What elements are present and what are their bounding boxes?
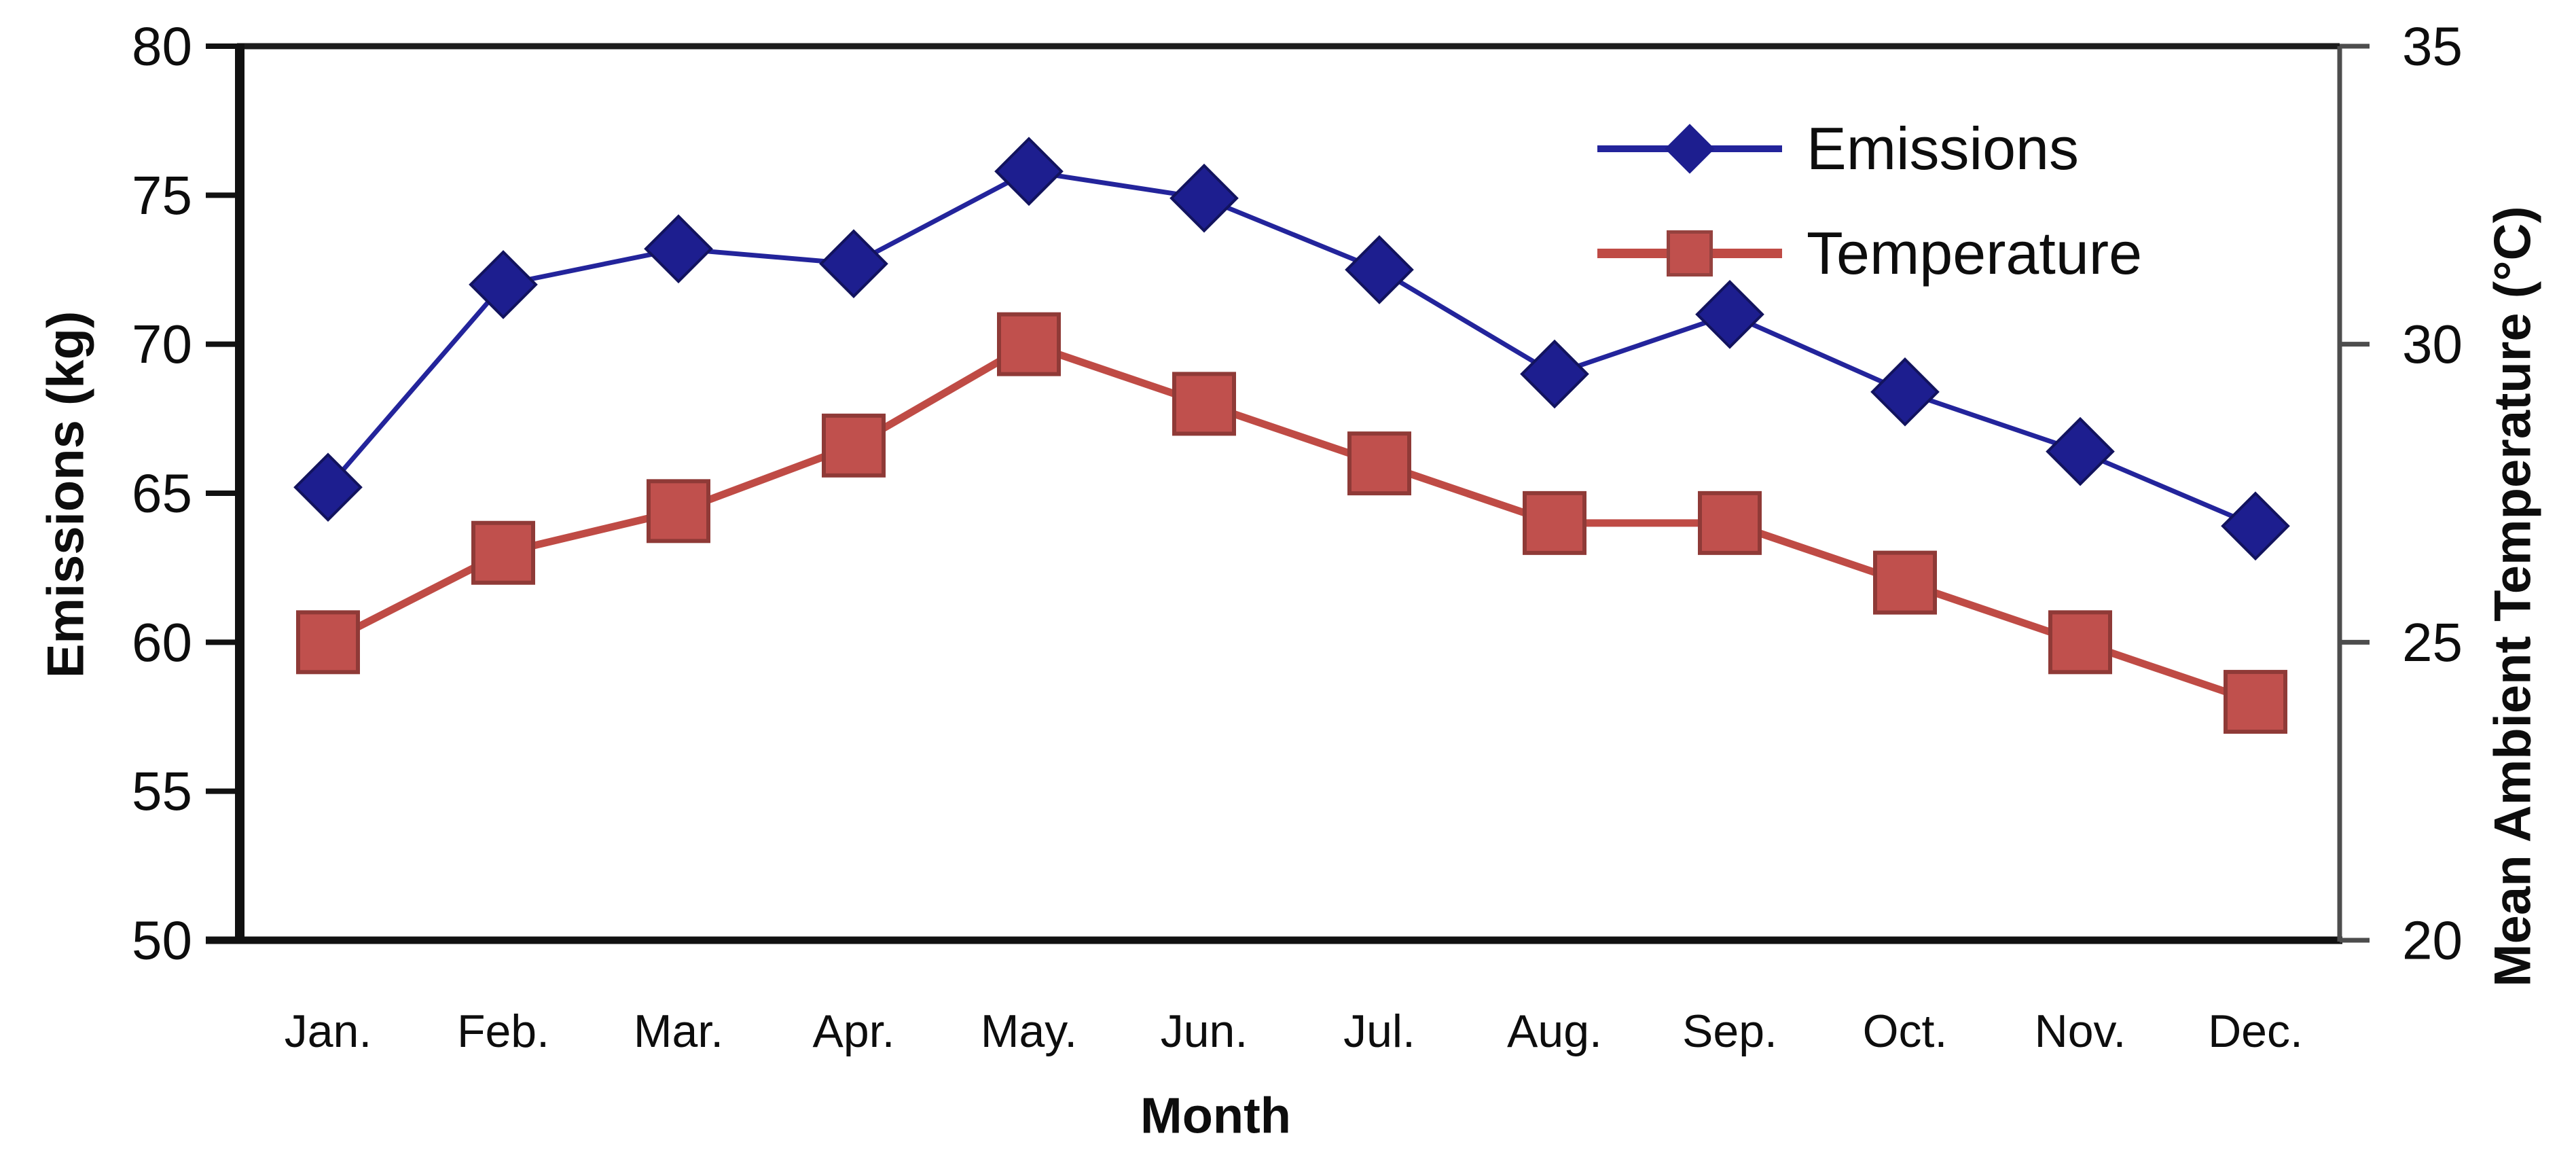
- right-axis-title: Mean Ambient Temperature (°C): [2484, 206, 2542, 987]
- legend-label-emissions: Emissions: [1807, 115, 2079, 182]
- x-axis-category-label: Oct.: [1863, 1005, 1948, 1057]
- x-axis-category-label: May.: [981, 1005, 1077, 1057]
- temperature-data-point: [1347, 431, 1411, 496]
- x-axis-category-label: Feb.: [457, 1005, 549, 1057]
- left-axis-tick-label: 75: [132, 165, 192, 226]
- x-axis-category-label: Nov.: [2035, 1005, 2126, 1057]
- x-axis-category-label: Aug.: [1507, 1005, 1602, 1057]
- legend-item-emissions: Emissions: [1597, 114, 2142, 183]
- temperature-data-point: [2224, 670, 2287, 734]
- temperature-data-point: [1172, 372, 1236, 436]
- temperature-data-point: [1523, 491, 1586, 555]
- temperature-data-point: [296, 610, 360, 675]
- left-axis-tick-label: 55: [132, 761, 192, 821]
- emissions-data-point: [1520, 339, 1589, 409]
- emissions-data-point: [1345, 235, 1414, 304]
- emissions-data-point: [1695, 279, 1764, 349]
- temperature-data-point: [1698, 491, 1762, 555]
- left-axis-tick-label: 80: [132, 16, 192, 77]
- diamond-marker-icon: [1665, 124, 1715, 174]
- x-axis-category-label: Sep.: [1682, 1005, 1777, 1057]
- left-axis-tick-label: 70: [132, 314, 192, 374]
- x-axis-category-label: Mar.: [634, 1005, 723, 1057]
- temperature-data-point: [471, 520, 535, 585]
- temperature-data-point: [822, 413, 886, 478]
- right-axis-tick-label: 30: [2402, 314, 2463, 374]
- temperature-data-point: [997, 312, 1061, 376]
- x-axis-title: Month: [1140, 1087, 1291, 1144]
- square-marker-icon: [1667, 230, 1713, 277]
- emissions-data-point: [1870, 357, 1940, 427]
- emissions-legend-marker: [1597, 116, 1782, 181]
- legend-item-temperature: Temperature: [1597, 219, 2142, 288]
- x-axis-category-label: Jun.: [1161, 1005, 1248, 1057]
- right-axis-tick-label: 25: [2402, 612, 2463, 673]
- emissions-data-point: [644, 214, 713, 284]
- temperature-legend-marker: [1597, 221, 1782, 286]
- emissions-data-point: [819, 229, 888, 299]
- temperature-data-point: [647, 479, 710, 543]
- x-axis-category-label: Jul.: [1343, 1005, 1415, 1057]
- left-axis-tick-label: 60: [132, 612, 192, 673]
- temperature-data-point: [1873, 550, 1937, 615]
- legend: Emissions Temperature: [1597, 114, 2142, 288]
- temperature-line: [324, 340, 2260, 706]
- emissions-data-point: [994, 137, 1064, 207]
- x-axis-category-label: Dec.: [2208, 1005, 2303, 1057]
- emissions-data-point: [1169, 163, 1239, 233]
- x-axis-category-label: Apr.: [813, 1005, 895, 1057]
- legend-label-temperature: Temperature: [1807, 219, 2143, 287]
- right-axis-tick-label: 20: [2402, 910, 2463, 971]
- emissions-line: [325, 168, 2258, 529]
- right-axis-tick-label: 35: [2402, 16, 2463, 77]
- temperature-data-point: [2048, 610, 2112, 675]
- emissions-data-point: [2221, 491, 2290, 561]
- left-axis-tick-label: 50: [132, 910, 192, 971]
- left-axis-tick-label: 65: [132, 463, 192, 524]
- emissions-data-point: [2046, 416, 2115, 486]
- emissions-data-point: [469, 250, 538, 319]
- emissions-data-point: [293, 452, 363, 522]
- left-axis-title: Emissions (kg): [37, 310, 95, 679]
- x-axis-category-label: Jan.: [285, 1005, 372, 1057]
